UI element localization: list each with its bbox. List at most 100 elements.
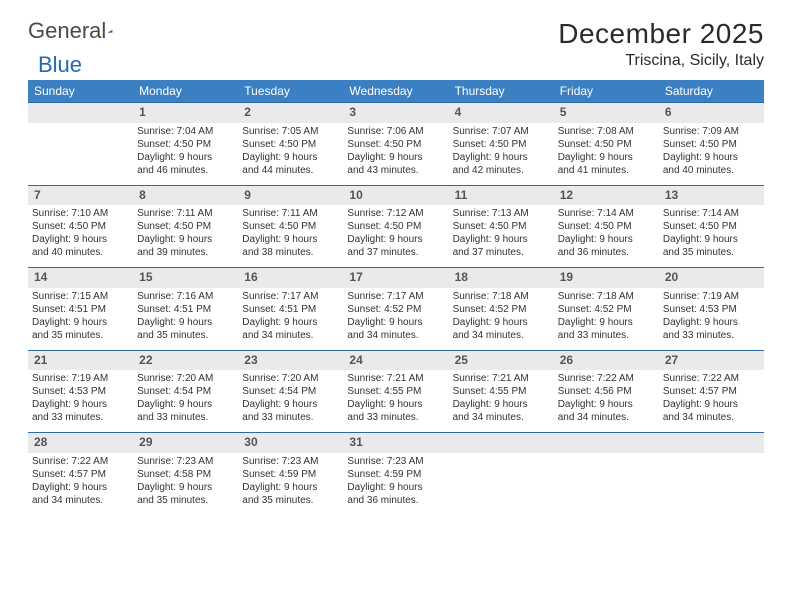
daylight-text: and 33 minutes. bbox=[558, 329, 655, 342]
sunrise-text: Sunrise: 7:04 AM bbox=[137, 125, 234, 138]
day-cell: Sunrise: 7:05 AMSunset: 4:50 PMDaylight:… bbox=[238, 123, 343, 186]
daylight-text: and 33 minutes. bbox=[137, 411, 234, 424]
day-number bbox=[449, 433, 554, 453]
sunrise-text: Sunrise: 7:07 AM bbox=[453, 125, 550, 138]
daylight-text: and 37 minutes. bbox=[347, 246, 444, 259]
sunset-text: Sunset: 4:52 PM bbox=[453, 303, 550, 316]
sunrise-text: Sunrise: 7:11 AM bbox=[137, 207, 234, 220]
day-number: 3 bbox=[343, 103, 448, 123]
brand-part2: Blue bbox=[38, 52, 82, 77]
day-number: 12 bbox=[554, 185, 659, 205]
day-cell: Sunrise: 7:23 AMSunset: 4:58 PMDaylight:… bbox=[133, 453, 238, 515]
day-cell: Sunrise: 7:07 AMSunset: 4:50 PMDaylight:… bbox=[449, 123, 554, 186]
sunrise-text: Sunrise: 7:08 AM bbox=[558, 125, 655, 138]
day-cell bbox=[28, 123, 133, 186]
daylight-text: Daylight: 9 hours bbox=[32, 316, 129, 329]
header: General December 2025 Triscina, Sicily, … bbox=[28, 18, 764, 70]
sunset-text: Sunset: 4:57 PM bbox=[32, 468, 129, 481]
day-number: 9 bbox=[238, 185, 343, 205]
day-cell: Sunrise: 7:10 AMSunset: 4:50 PMDaylight:… bbox=[28, 205, 133, 268]
calendar-table: Sunday Monday Tuesday Wednesday Thursday… bbox=[28, 80, 764, 515]
sunrise-text: Sunrise: 7:23 AM bbox=[242, 455, 339, 468]
sunset-text: Sunset: 4:50 PM bbox=[137, 220, 234, 233]
sunset-text: Sunset: 4:50 PM bbox=[453, 138, 550, 151]
daylight-text: Daylight: 9 hours bbox=[347, 316, 444, 329]
day-cell: Sunrise: 7:19 AMSunset: 4:53 PMDaylight:… bbox=[659, 288, 764, 351]
day-cell: Sunrise: 7:17 AMSunset: 4:51 PMDaylight:… bbox=[238, 288, 343, 351]
sunset-text: Sunset: 4:50 PM bbox=[137, 138, 234, 151]
sunrise-text: Sunrise: 7:22 AM bbox=[663, 372, 760, 385]
daylight-text: and 44 minutes. bbox=[242, 164, 339, 177]
day-number: 23 bbox=[238, 350, 343, 370]
day-number: 10 bbox=[343, 185, 448, 205]
sunset-text: Sunset: 4:50 PM bbox=[453, 220, 550, 233]
sunrise-text: Sunrise: 7:23 AM bbox=[137, 455, 234, 468]
sunset-text: Sunset: 4:53 PM bbox=[663, 303, 760, 316]
day-cell: Sunrise: 7:04 AMSunset: 4:50 PMDaylight:… bbox=[133, 123, 238, 186]
daylight-text: and 35 minutes. bbox=[32, 329, 129, 342]
day-cell: Sunrise: 7:12 AMSunset: 4:50 PMDaylight:… bbox=[343, 205, 448, 268]
daylight-text: Daylight: 9 hours bbox=[32, 398, 129, 411]
sunrise-text: Sunrise: 7:11 AM bbox=[242, 207, 339, 220]
day-cell: Sunrise: 7:22 AMSunset: 4:57 PMDaylight:… bbox=[28, 453, 133, 515]
sunrise-text: Sunrise: 7:21 AM bbox=[347, 372, 444, 385]
day-info-row: Sunrise: 7:15 AMSunset: 4:51 PMDaylight:… bbox=[28, 288, 764, 351]
daylight-text: and 34 minutes. bbox=[453, 329, 550, 342]
daylight-text: Daylight: 9 hours bbox=[137, 481, 234, 494]
sunset-text: Sunset: 4:50 PM bbox=[558, 220, 655, 233]
daylight-text: Daylight: 9 hours bbox=[137, 398, 234, 411]
weekday-header: Sunday bbox=[28, 80, 133, 103]
sunset-text: Sunset: 4:53 PM bbox=[32, 385, 129, 398]
day-number: 26 bbox=[554, 350, 659, 370]
daylight-text: Daylight: 9 hours bbox=[453, 316, 550, 329]
day-number-row: 123456 bbox=[28, 103, 764, 123]
day-cell bbox=[554, 453, 659, 515]
day-number: 22 bbox=[133, 350, 238, 370]
sunrise-text: Sunrise: 7:19 AM bbox=[32, 372, 129, 385]
daylight-text: Daylight: 9 hours bbox=[453, 398, 550, 411]
daylight-text: and 33 minutes. bbox=[347, 411, 444, 424]
day-number: 25 bbox=[449, 350, 554, 370]
sunrise-text: Sunrise: 7:10 AM bbox=[32, 207, 129, 220]
day-cell bbox=[659, 453, 764, 515]
page-subtitle: Triscina, Sicily, Italy bbox=[558, 52, 764, 70]
day-cell: Sunrise: 7:16 AMSunset: 4:51 PMDaylight:… bbox=[133, 288, 238, 351]
sunset-text: Sunset: 4:50 PM bbox=[663, 220, 760, 233]
day-number: 31 bbox=[343, 433, 448, 453]
sunrise-text: Sunrise: 7:19 AM bbox=[663, 290, 760, 303]
daylight-text: Daylight: 9 hours bbox=[663, 151, 760, 164]
day-number: 18 bbox=[449, 268, 554, 288]
weekday-header: Monday bbox=[133, 80, 238, 103]
daylight-text: Daylight: 9 hours bbox=[347, 233, 444, 246]
brand-part1: General bbox=[28, 18, 106, 44]
daylight-text: and 35 minutes. bbox=[137, 329, 234, 342]
day-number bbox=[28, 103, 133, 123]
daylight-text: Daylight: 9 hours bbox=[663, 398, 760, 411]
daylight-text: and 39 minutes. bbox=[137, 246, 234, 259]
daylight-text: Daylight: 9 hours bbox=[558, 398, 655, 411]
sunset-text: Sunset: 4:50 PM bbox=[242, 138, 339, 151]
sunrise-text: Sunrise: 7:13 AM bbox=[453, 207, 550, 220]
day-number: 6 bbox=[659, 103, 764, 123]
weekday-header: Friday bbox=[554, 80, 659, 103]
day-cell: Sunrise: 7:18 AMSunset: 4:52 PMDaylight:… bbox=[449, 288, 554, 351]
sunset-text: Sunset: 4:51 PM bbox=[242, 303, 339, 316]
daylight-text: Daylight: 9 hours bbox=[137, 233, 234, 246]
day-cell: Sunrise: 7:14 AMSunset: 4:50 PMDaylight:… bbox=[659, 205, 764, 268]
day-number: 14 bbox=[28, 268, 133, 288]
day-number: 4 bbox=[449, 103, 554, 123]
sunset-text: Sunset: 4:54 PM bbox=[137, 385, 234, 398]
daylight-text: Daylight: 9 hours bbox=[347, 398, 444, 411]
sunset-text: Sunset: 4:57 PM bbox=[663, 385, 760, 398]
daylight-text: and 40 minutes. bbox=[32, 246, 129, 259]
sunrise-text: Sunrise: 7:20 AM bbox=[137, 372, 234, 385]
sunrise-text: Sunrise: 7:14 AM bbox=[558, 207, 655, 220]
weekday-header: Saturday bbox=[659, 80, 764, 103]
day-cell: Sunrise: 7:19 AMSunset: 4:53 PMDaylight:… bbox=[28, 370, 133, 433]
sunset-text: Sunset: 4:59 PM bbox=[242, 468, 339, 481]
daylight-text: and 42 minutes. bbox=[453, 164, 550, 177]
daylight-text: Daylight: 9 hours bbox=[558, 233, 655, 246]
daylight-text: and 35 minutes. bbox=[137, 494, 234, 507]
daylight-text: Daylight: 9 hours bbox=[242, 481, 339, 494]
day-cell: Sunrise: 7:21 AMSunset: 4:55 PMDaylight:… bbox=[449, 370, 554, 433]
